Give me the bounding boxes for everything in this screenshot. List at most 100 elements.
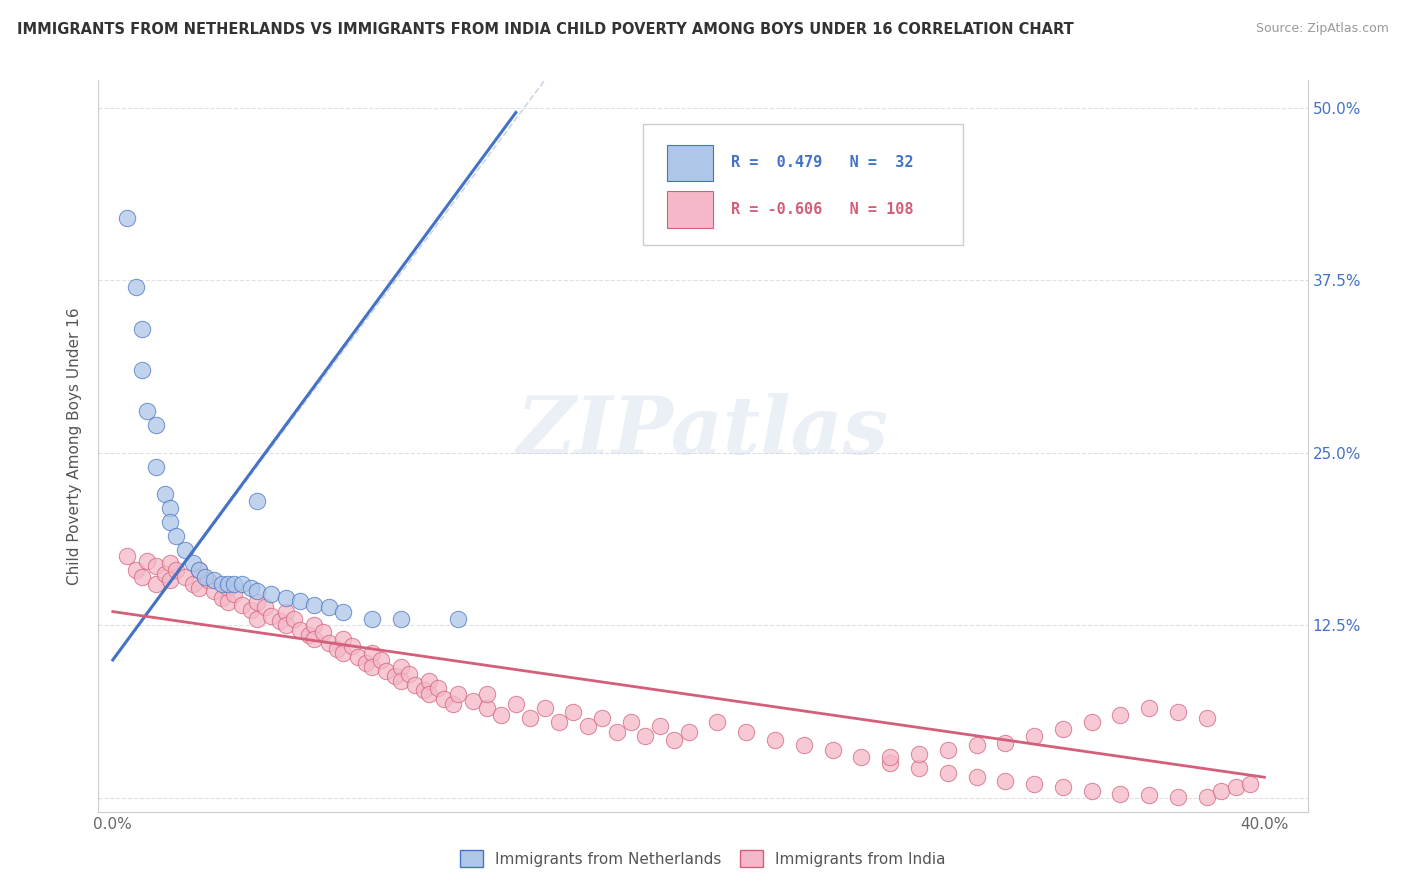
Point <box>183 577 205 591</box>
Point <box>398 666 420 681</box>
Point <box>763 733 786 747</box>
Point <box>231 598 253 612</box>
Text: Source: ZipAtlas.com: Source: ZipAtlas.com <box>1256 22 1389 36</box>
Point <box>131 570 153 584</box>
Point <box>202 583 225 598</box>
Point <box>375 664 398 678</box>
Point <box>1052 722 1074 736</box>
Point <box>1022 729 1045 743</box>
Point <box>475 701 498 715</box>
Point <box>211 577 233 591</box>
Point <box>533 701 555 715</box>
Point <box>354 656 377 670</box>
Point <box>115 211 138 226</box>
Point <box>153 567 176 582</box>
Point <box>145 577 167 591</box>
Point <box>1052 780 1074 794</box>
Point <box>136 404 159 418</box>
Point <box>1167 789 1189 804</box>
Point <box>678 724 700 739</box>
Y-axis label: Child Poverty Among Boys Under 16: Child Poverty Among Boys Under 16 <box>67 307 83 585</box>
Point <box>412 683 434 698</box>
Point <box>562 706 585 720</box>
Point <box>304 618 326 632</box>
Point <box>145 418 167 433</box>
Point <box>131 363 153 377</box>
Point <box>1195 789 1218 804</box>
Point <box>246 611 269 625</box>
FancyBboxPatch shape <box>643 124 963 245</box>
Point <box>283 611 305 625</box>
Point <box>433 691 456 706</box>
Point <box>340 639 363 653</box>
Point <box>706 714 728 729</box>
Point <box>332 646 354 660</box>
Point <box>318 600 340 615</box>
Point <box>1195 711 1218 725</box>
Point <box>260 587 283 601</box>
Point <box>274 618 297 632</box>
Point <box>361 660 384 674</box>
Point <box>461 694 484 708</box>
Point <box>332 632 354 647</box>
Point <box>188 563 211 577</box>
Point <box>188 581 211 595</box>
Point <box>194 570 217 584</box>
Point <box>418 673 440 688</box>
Point <box>591 711 613 725</box>
Point <box>361 611 384 625</box>
Point <box>211 591 233 605</box>
Point <box>159 573 181 587</box>
Point <box>332 605 354 619</box>
Point <box>648 719 671 733</box>
Point <box>936 766 959 780</box>
Point <box>1167 706 1189 720</box>
Point <box>936 742 959 756</box>
Point <box>1022 777 1045 791</box>
Point <box>389 611 412 625</box>
Point <box>297 628 319 642</box>
Point <box>1211 784 1233 798</box>
FancyBboxPatch shape <box>666 192 713 228</box>
Point <box>735 724 758 739</box>
Point <box>994 736 1017 750</box>
Point <box>491 708 513 723</box>
Point <box>183 557 205 571</box>
Point <box>664 733 686 747</box>
Point <box>288 623 311 637</box>
Point <box>304 598 326 612</box>
Point <box>505 697 527 711</box>
Point <box>548 714 571 729</box>
Point <box>217 581 239 595</box>
Point <box>159 515 181 529</box>
Point <box>202 573 225 587</box>
Point <box>447 611 470 625</box>
Point <box>966 739 988 753</box>
Point <box>418 687 440 701</box>
Point <box>821 742 844 756</box>
Point <box>153 487 176 501</box>
Point <box>136 553 159 567</box>
Point <box>246 494 269 508</box>
Point <box>1080 714 1102 729</box>
Point <box>326 641 349 656</box>
Point <box>908 747 931 761</box>
Point <box>125 280 148 294</box>
Point <box>115 549 138 564</box>
Point <box>274 605 297 619</box>
Point <box>274 591 297 605</box>
Point <box>634 729 657 743</box>
Point <box>240 603 263 617</box>
Point <box>145 459 167 474</box>
Point <box>159 501 181 516</box>
Point <box>389 660 412 674</box>
Text: IMMIGRANTS FROM NETHERLANDS VS IMMIGRANTS FROM INDIA CHILD POVERTY AMONG BOYS UN: IMMIGRANTS FROM NETHERLANDS VS IMMIGRANT… <box>17 22 1074 37</box>
Point <box>312 625 335 640</box>
Point <box>851 749 873 764</box>
Point <box>246 583 269 598</box>
Point <box>346 650 368 665</box>
Point <box>197 573 219 587</box>
Point <box>441 697 464 711</box>
Point <box>606 724 628 739</box>
Point <box>576 719 599 733</box>
